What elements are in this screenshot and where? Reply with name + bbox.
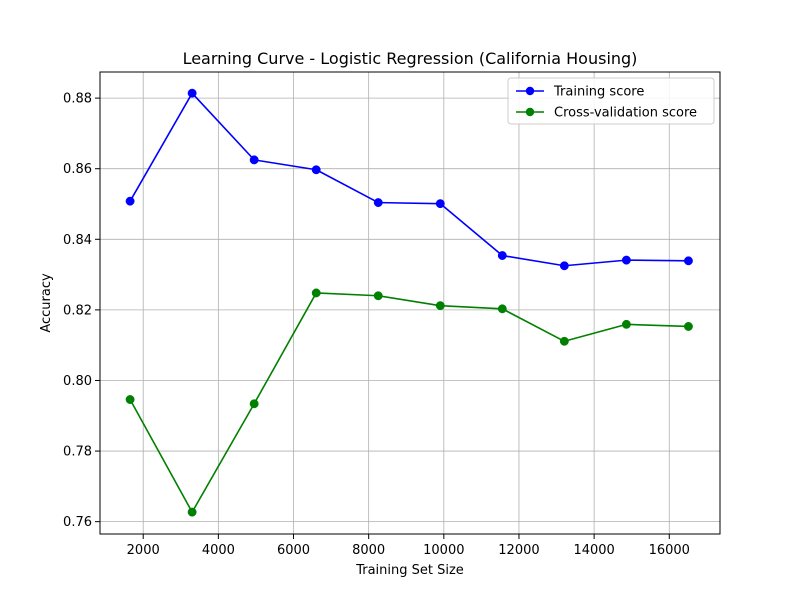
series-point-2 (559, 336, 569, 346)
x-axis-label: Training Set Size (355, 563, 464, 578)
series-point-1 (497, 251, 507, 260)
legend-swatch-marker (525, 86, 535, 96)
x-tick-label: 16000 (649, 543, 690, 558)
plot-frame (99, 71, 721, 535)
y-tick-label: 0.78 (63, 445, 92, 460)
series-line-2 (129, 292, 689, 513)
series-point-1 (621, 255, 631, 265)
series-point-2 (435, 301, 445, 311)
legend-entry-label: Training score (553, 85, 644, 100)
series-line-1 (129, 92, 689, 267)
series-point-2 (373, 291, 383, 301)
chart-title: Learning Curve - Logistic Regression (Ca… (183, 49, 638, 68)
x-tick-label: 4000 (202, 543, 235, 558)
series-point-2 (187, 507, 197, 517)
series-layer (125, 88, 693, 517)
legend-entry-label: Cross-validation score (554, 106, 697, 121)
x-tick-label: 10000 (423, 543, 464, 558)
series-point-1 (249, 155, 259, 165)
series-point-1 (187, 88, 197, 98)
y-tick-label: 0.80 (63, 374, 92, 389)
legend-swatch-marker (525, 107, 535, 117)
series-point-1 (683, 256, 693, 266)
series-point-2 (621, 319, 631, 329)
y-tick-label: 0.82 (63, 303, 92, 318)
series-point-2 (249, 399, 259, 409)
x-tick-label: 2000 (127, 543, 160, 558)
series-point-1 (559, 261, 569, 271)
x-tick-label: 6000 (277, 543, 310, 558)
series-point-1 (435, 199, 445, 209)
y-tick-label: 0.86 (63, 162, 92, 177)
x-tick-label: 12000 (498, 543, 539, 558)
y-tick-label: 0.84 (63, 233, 92, 248)
y-tick-label: 0.88 (63, 92, 92, 107)
series-point-1 (311, 165, 321, 175)
series-point-2 (311, 288, 321, 298)
series-point-2 (125, 395, 135, 404)
y-tick-label: 0.76 (63, 515, 92, 530)
x-tick-label: 8000 (352, 543, 385, 558)
x-tick-label: 14000 (573, 543, 614, 558)
series-point-1 (125, 196, 135, 206)
series-point-2 (683, 322, 693, 331)
series-point-1 (373, 198, 383, 208)
legend: Training score Cross-validation score (507, 77, 715, 125)
ticks-layer: 2000 4000 6000 8000 10000 12000 14000 16000 0.76… (63, 92, 690, 558)
grid-layer (100, 72, 720, 534)
y-axis-label: Accuracy (39, 273, 54, 333)
series-point-2 (497, 304, 507, 314)
legend-box (507, 77, 715, 125)
